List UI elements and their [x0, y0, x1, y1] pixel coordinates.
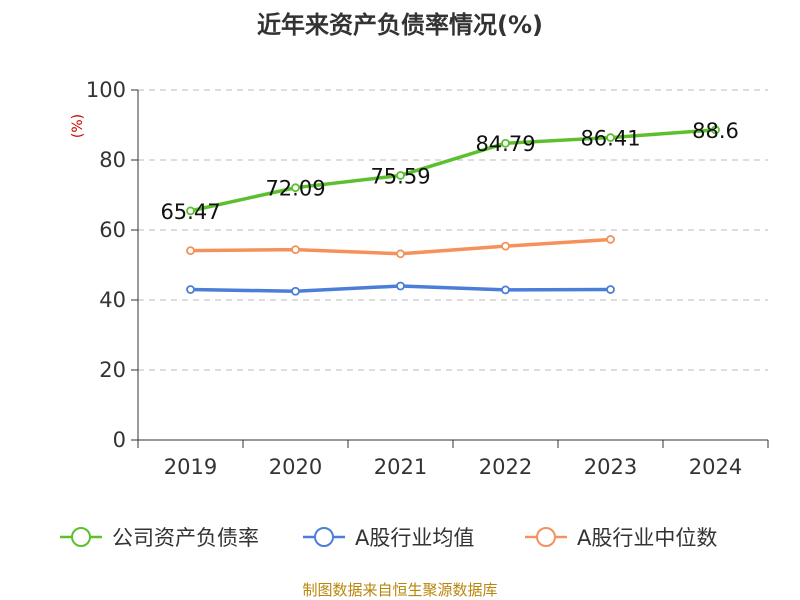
- series-group: [186, 125, 720, 296]
- x-tick-label: 2019: [164, 455, 217, 479]
- y-tick-label: 80: [99, 148, 126, 172]
- data-point: [501, 138, 510, 148]
- data-point: [606, 285, 615, 294]
- x-tick-label: 2024: [689, 455, 742, 479]
- legend-marker: [314, 527, 334, 547]
- data-point: [186, 246, 195, 256]
- axes: 0 20 40 60 80 100 2019 2020 2021 2022 2023 2024: [86, 78, 769, 479]
- y-axis-label: (%): [70, 114, 86, 138]
- data-point: [186, 285, 195, 294]
- data-label: 65.47: [160, 200, 220, 224]
- data-point: [711, 125, 720, 135]
- grid-lines: [138, 89, 768, 371]
- data-point: [501, 241, 510, 251]
- y-tick-label: 40: [99, 288, 126, 312]
- data-label: 75.59: [370, 164, 430, 188]
- y-tick-label: 20: [99, 358, 126, 382]
- legend-label: A股行业均值: [355, 526, 474, 550]
- x-tick-label: 2021: [374, 455, 427, 479]
- y-tick-label: 60: [99, 218, 126, 242]
- legend-marker: [536, 527, 556, 547]
- data-label: 86.41: [580, 127, 640, 151]
- data-point: [501, 285, 510, 295]
- y-tick-label: 0: [113, 428, 126, 452]
- legend-label: A股行业中位数: [577, 526, 717, 550]
- x-tick-label: 2023: [584, 455, 637, 479]
- data-point: [291, 245, 300, 255]
- data-labels: 65.47 72.09 75.59 84.79 86.41 88.6: [160, 119, 738, 224]
- data-point: [291, 183, 300, 193]
- x-tick-label: 2022: [479, 455, 532, 479]
- data-point: [606, 235, 615, 244]
- legend-item-1[interactable]: 公司资产负债率: [60, 526, 259, 550]
- data-point: [396, 281, 405, 291]
- source-note: 制图数据来自恒生聚源数据库: [302, 581, 497, 599]
- data-point: [291, 286, 300, 296]
- series-line-1: [190, 128, 716, 213]
- data-point: [396, 171, 405, 180]
- data-point: [396, 249, 405, 259]
- data-point: [186, 206, 195, 216]
- legend-item-3[interactable]: A股行业中位数: [525, 526, 717, 550]
- legend-label: 公司资产负债率: [112, 526, 259, 550]
- data-point: [606, 133, 615, 142]
- data-label: 84.79: [475, 132, 535, 156]
- legend-marker: [71, 527, 91, 547]
- data-label: 88.6: [692, 119, 739, 143]
- legend: 公司资产负债率 A股行业均值 A股行业中位数: [60, 526, 717, 550]
- data-label: 72.09: [265, 177, 325, 201]
- legend-item-2[interactable]: A股行业均值: [303, 526, 474, 550]
- y-tick-label: 100: [86, 78, 126, 102]
- x-tick-label: 2020: [269, 455, 322, 479]
- chart-title: 近年来资产负债率情况(%): [257, 11, 543, 39]
